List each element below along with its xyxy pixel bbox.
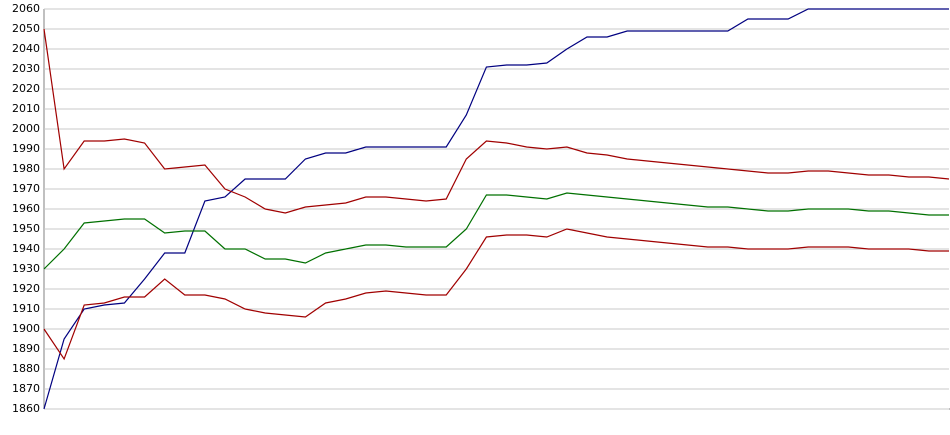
y-tick-label: 1910 bbox=[12, 302, 40, 315]
series-line bbox=[43, 192, 949, 270]
y-tick-label: 2020 bbox=[12, 82, 40, 95]
series-line bbox=[43, 8, 949, 410]
series-line bbox=[43, 228, 949, 361]
y-tick-label: 1860 bbox=[12, 402, 40, 415]
y-tick-label: 1980 bbox=[12, 162, 40, 175]
y-tick-label: 2010 bbox=[12, 102, 40, 115]
y-tick-label: 2060 bbox=[12, 2, 40, 15]
y-tick-label: 1890 bbox=[12, 342, 40, 355]
y-tick-label: 1900 bbox=[12, 322, 40, 335]
y-tick-label: 2050 bbox=[12, 22, 40, 35]
y-tick-label: 1950 bbox=[12, 222, 40, 235]
y-tick-label: 2000 bbox=[12, 122, 40, 135]
y-tick-label: 1880 bbox=[12, 362, 40, 375]
y-tick-label: 1960 bbox=[12, 202, 40, 215]
y-tick-label: 1990 bbox=[12, 142, 40, 155]
series-line bbox=[43, 28, 950, 214]
y-tick-label: 2030 bbox=[12, 62, 40, 75]
y-tick-label: 1970 bbox=[12, 182, 40, 195]
y-tick-label: 1870 bbox=[12, 382, 40, 395]
y-tick-label: 2040 bbox=[12, 42, 40, 55]
y-tick-label: 1940 bbox=[12, 242, 40, 255]
y-tick-label: 1920 bbox=[12, 282, 40, 295]
y-tick-label: 1930 bbox=[12, 262, 40, 275]
